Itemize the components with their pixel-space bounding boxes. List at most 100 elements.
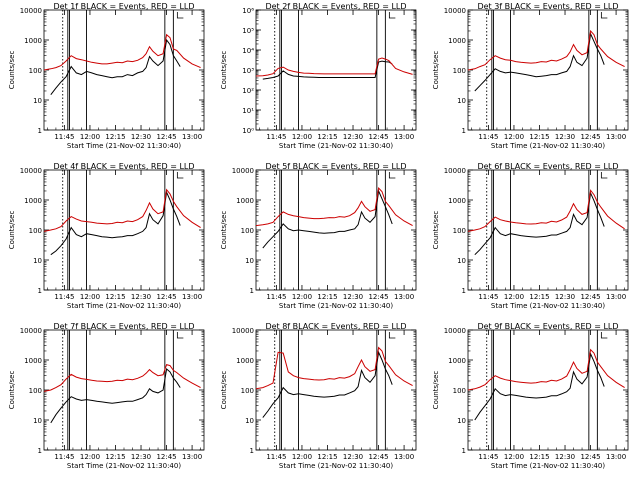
series-line-lld [43,363,201,392]
panel-title: Det 3f BLACK = Events, RED = LLD [477,2,618,11]
y-tick-label: 10⁴ [242,47,254,55]
y-tick-label: 1000 [448,197,466,205]
y-tick-label: 10000 [20,7,42,15]
series-line-events [262,60,393,80]
x-tick-label: 12:00 [504,453,524,461]
detector-panel-5: Det 5f BLACK = Events, RED = LLD 1 10 100 10… [220,162,417,310]
series-line-lld [43,188,201,232]
x-tick-label: 11:45 [478,133,498,141]
y-tick-label: 10000 [444,327,466,335]
panel-title: Det 8f BLACK = Events, RED = LLD [265,322,406,331]
x-axis-label: Start Time (21-Nov-02 11:30:40) [67,142,181,150]
y-tick-label: 1 [462,127,466,135]
x-tick-label: 12:30 [555,133,575,141]
y-tick-label: 10¹ [242,107,254,115]
y-tick-label: 1000 [236,357,254,365]
attenuator-marker [600,12,608,19]
y-tick-label: 1 [38,287,42,295]
x-tick-label: 12:30 [131,293,151,301]
y-tick-label: 10000 [444,167,466,175]
x-axis-label: Start Time (21-Nov-02 11:30:40) [491,462,605,470]
y-tick-label: 100 [453,227,466,235]
series-line-events [474,32,605,92]
y-tick-label: 10⁵ [242,27,254,35]
y-axis-label: Counts/sec [432,211,440,250]
x-tick-label: 12:30 [131,453,151,461]
x-tick-label: 12:45 [156,453,176,461]
y-tick-label: 1 [38,127,42,135]
x-axis-label: Start Time (21-Nov-02 11:30:40) [279,462,393,470]
attenuator-marker [388,332,396,339]
attenuator-marker [600,172,608,179]
y-axis-label: Counts/sec [8,371,16,410]
detector-panel-6: Det 6f BLACK = Events, RED = LLD 1 10 100 10… [432,162,629,310]
y-tick-label: 10 [457,257,466,265]
x-tick-label: 12:00 [292,133,312,141]
y-tick-label: 1 [38,447,42,455]
y-tick-label: 10000 [232,327,254,335]
y-tick-label: 1 [462,447,466,455]
x-tick-label: 12:15 [529,453,549,461]
panel-title: Det 1f BLACK = Events, RED = LLD [53,2,194,11]
y-tick-label: 100 [241,387,254,395]
detector-panel-1: Det 1f BLACK = Events, RED = LLD 1 10 100 10… [8,2,205,150]
x-tick-label: 13:00 [606,453,626,461]
attenuator-marker [176,12,184,19]
y-tick-label: 10 [245,417,254,425]
x-tick-label: 12:00 [80,133,100,141]
x-axis-label: Start Time (21-Nov-02 11:30:40) [491,142,605,150]
series-line-events [474,352,605,421]
y-tick-label: 1000 [448,37,466,45]
series-line-lld [43,33,201,71]
y-tick-label: 1 [250,287,254,295]
x-tick-label: 12:45 [368,293,388,301]
y-tick-label: 100 [29,227,42,235]
x-tick-label: 11:45 [478,453,498,461]
x-tick-label: 12:00 [80,453,100,461]
x-tick-label: 12:30 [343,293,363,301]
y-tick-label: 10 [245,257,254,265]
y-tick-label: 10 [33,417,42,425]
y-tick-label: 100 [29,67,42,75]
y-tick-label: 100 [241,227,254,235]
y-axis-label: Counts/sec [220,211,228,250]
y-tick-label: 10 [33,97,42,105]
attenuator-marker [388,172,396,179]
x-tick-label: 11:45 [54,453,74,461]
y-tick-label: 10² [242,87,254,95]
series-line-lld [255,346,413,390]
x-tick-label: 12:00 [292,453,312,461]
series-line-events [50,190,181,256]
series-line-lld [467,189,625,232]
x-axis-label: Start Time (21-Nov-02 11:30:40) [491,302,605,310]
x-tick-label: 11:45 [266,453,286,461]
y-axis-label: Counts/sec [220,51,228,90]
x-tick-label: 11:45 [54,133,74,141]
x-tick-label: 12:30 [343,133,363,141]
x-tick-label: 12:00 [292,293,312,301]
series-line-lld [255,187,413,227]
y-axis-label: Counts/sec [432,371,440,410]
series-line-lld [467,348,625,391]
x-tick-label: 13:00 [182,133,202,141]
attenuator-marker [600,332,608,339]
x-tick-label: 12:15 [105,293,125,301]
y-axis-label: Counts/sec [220,371,228,410]
series-line-events [474,191,605,256]
panel-title: Det 4f BLACK = Events, RED = LLD [53,162,194,171]
series-line-events [262,189,393,249]
attenuator-marker [176,172,184,179]
y-tick-label: 100 [453,387,466,395]
detector-panel-3: Det 3f BLACK = Events, RED = LLD 1 10 100 10… [432,2,629,150]
detector-panel-8: Det 8f BLACK = Events, RED = LLD 1 10 100 10… [220,322,417,470]
x-tick-label: 12:30 [555,453,575,461]
y-tick-label: 1000 [24,197,42,205]
x-tick-label: 13:00 [394,453,414,461]
y-tick-label: 1 [462,287,466,295]
x-tick-label: 12:15 [529,293,549,301]
x-tick-label: 12:00 [80,293,100,301]
x-tick-label: 12:15 [529,133,549,141]
panel-title: Det 9f BLACK = Events, RED = LLD [477,322,618,331]
series-line-lld [467,29,625,71]
x-axis-label: Start Time (21-Nov-02 11:30:40) [279,142,393,150]
